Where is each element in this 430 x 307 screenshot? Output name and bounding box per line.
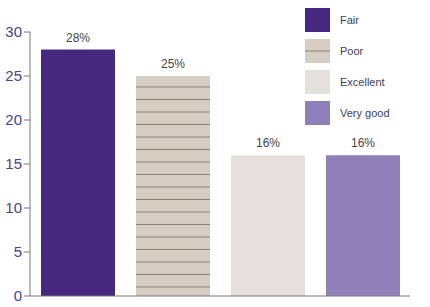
svg-text:25%: 25% bbox=[161, 57, 185, 71]
svg-text:5: 5 bbox=[14, 243, 22, 260]
svg-text:10: 10 bbox=[8, 199, 22, 216]
svg-text:16%: 16% bbox=[256, 136, 280, 150]
svg-text:28%: 28% bbox=[66, 31, 90, 45]
svg-text:30: 30 bbox=[8, 23, 22, 40]
svg-text:25: 25 bbox=[8, 67, 22, 84]
html-text:Fair: Fair bbox=[340, 13, 359, 26]
svg-text:0: 0 bbox=[14, 287, 22, 304]
svg-text:15: 15 bbox=[8, 155, 22, 172]
html-text:Excellent: Excellent bbox=[340, 75, 385, 88]
html-text:Very good: Very good bbox=[340, 106, 390, 119]
html-text:Poor: Poor bbox=[340, 44, 364, 57]
svg-text:20: 20 bbox=[8, 111, 22, 128]
svg-text:16%: 16% bbox=[351, 136, 375, 150]
